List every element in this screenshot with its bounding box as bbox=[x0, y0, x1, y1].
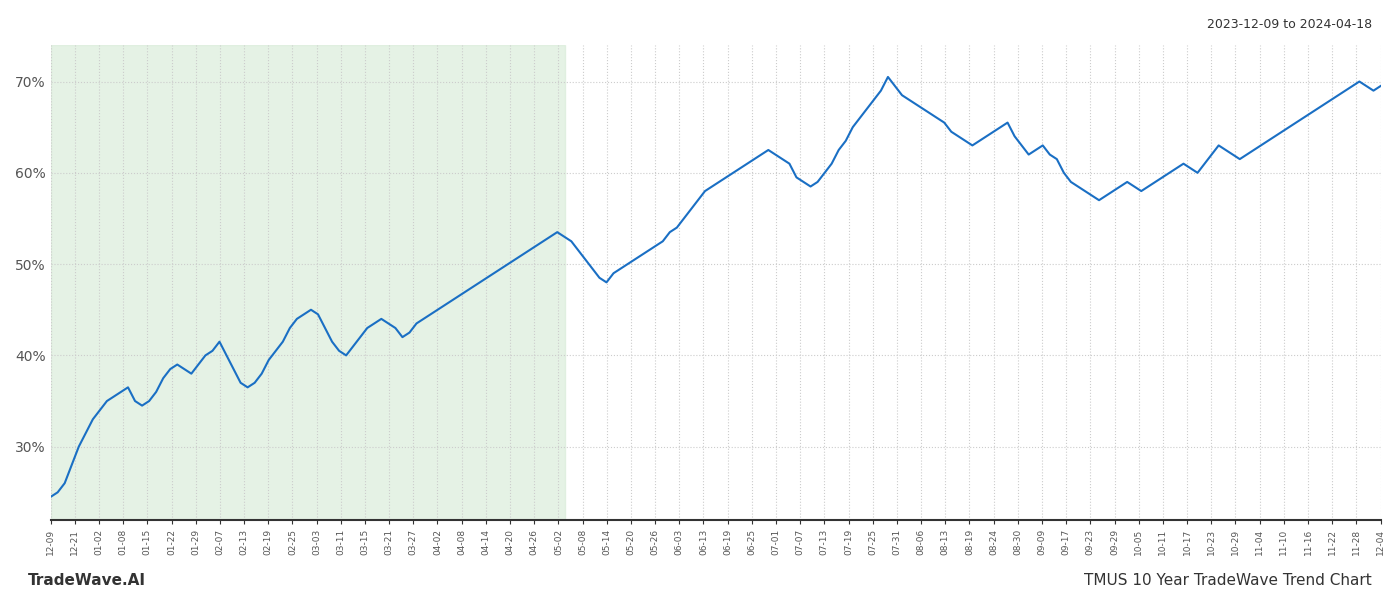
Text: TradeWave.AI: TradeWave.AI bbox=[28, 573, 146, 588]
Bar bbox=[50, 45, 566, 520]
Text: 2023-12-09 to 2024-04-18: 2023-12-09 to 2024-04-18 bbox=[1207, 18, 1372, 31]
Text: TMUS 10 Year TradeWave Trend Chart: TMUS 10 Year TradeWave Trend Chart bbox=[1084, 573, 1372, 588]
